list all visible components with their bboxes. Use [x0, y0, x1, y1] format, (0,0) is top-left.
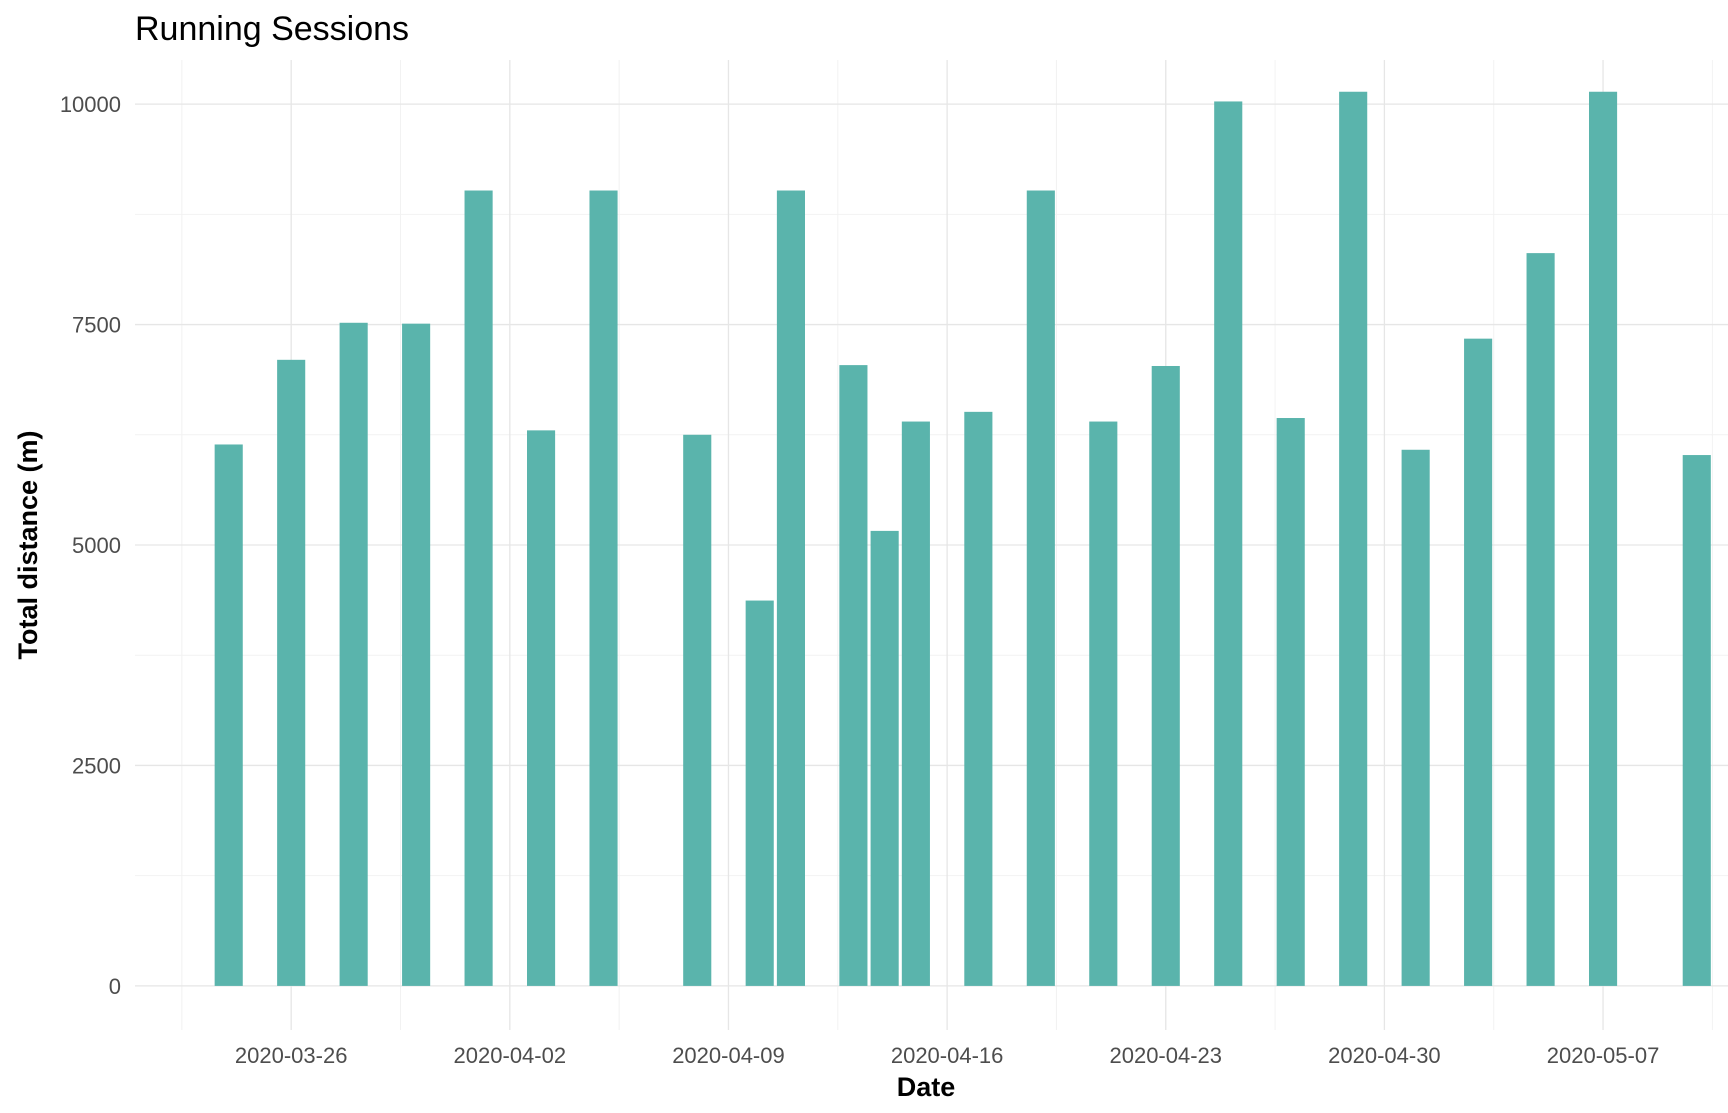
bar: [1089, 421, 1118, 986]
bar: [870, 530, 899, 986]
y-tick-label: 5000: [72, 533, 121, 558]
bar: [1026, 190, 1055, 986]
bar: [214, 444, 243, 986]
y-tick-label: 7500: [72, 313, 121, 338]
bar: [1526, 253, 1555, 986]
bar: [901, 421, 930, 986]
x-tick-label: 2020-04-23: [1109, 1043, 1222, 1068]
x-tick-label: 2020-05-07: [1547, 1043, 1660, 1068]
x-tick-label: 2020-04-16: [891, 1043, 1004, 1068]
bar: [464, 190, 493, 986]
bar: [402, 323, 431, 986]
bar: [839, 365, 868, 986]
bar: [1276, 418, 1305, 986]
x-axis-title: Date: [897, 1072, 956, 1102]
bar: [339, 322, 368, 986]
y-axis-title: Total distance (m): [13, 430, 43, 659]
x-tick-label: 2020-04-30: [1328, 1043, 1441, 1068]
y-tick-labels: 0 2500 5000 7500 10000: [60, 92, 121, 999]
y-tick-label: 10000: [60, 92, 121, 117]
y-tick-label: 0: [109, 974, 121, 999]
bar: [964, 411, 993, 986]
bar: [589, 190, 618, 986]
bar: [527, 430, 556, 986]
x-tick-label: 2020-04-02: [454, 1043, 567, 1068]
bar: [1464, 338, 1493, 986]
bar: [1339, 91, 1368, 986]
x-tick-label: 2020-03-26: [235, 1043, 348, 1068]
x-tick-labels: 2020-03-26 2020-04-02 2020-04-09 2020-04-16…: [235, 1043, 1659, 1068]
bar: [1214, 101, 1243, 986]
bars: [214, 91, 1711, 986]
x-tick-label: 2020-04-09: [672, 1043, 785, 1068]
bar: [1682, 455, 1711, 986]
y-tick-label: 2500: [72, 753, 121, 778]
bar: [1401, 449, 1430, 986]
bar: [277, 359, 306, 986]
bar: [745, 600, 774, 986]
bar: [776, 190, 805, 986]
chart-title: Running Sessions: [135, 10, 409, 48]
bar: [1151, 365, 1180, 986]
bar: [1589, 91, 1618, 986]
bar: [683, 434, 712, 986]
